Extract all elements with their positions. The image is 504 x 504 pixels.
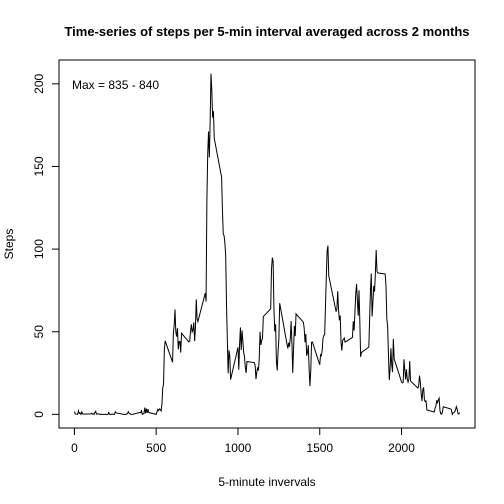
x-tick-label: 1000 <box>225 441 252 455</box>
chart-title: Time-series of steps per 5-min interval … <box>64 24 469 39</box>
x-tick-label: 1500 <box>306 441 333 455</box>
x-tick-label: 0 <box>71 441 78 455</box>
y-tick-label: 100 <box>32 239 46 259</box>
y-tick-label: 0 <box>32 411 46 418</box>
data-line <box>73 73 461 416</box>
y-axis-label: Steps <box>2 229 16 260</box>
annotation: Max = 835 - 840 <box>72 78 159 92</box>
x-tick-label: 500 <box>146 441 166 455</box>
y-tick-label: 150 <box>32 156 46 176</box>
y-tick-label: 50 <box>32 325 46 339</box>
x-axis-label: 5-minute invervals <box>218 475 315 489</box>
x-tick-label: 2000 <box>388 441 415 455</box>
y-tick-label: 200 <box>32 73 46 93</box>
